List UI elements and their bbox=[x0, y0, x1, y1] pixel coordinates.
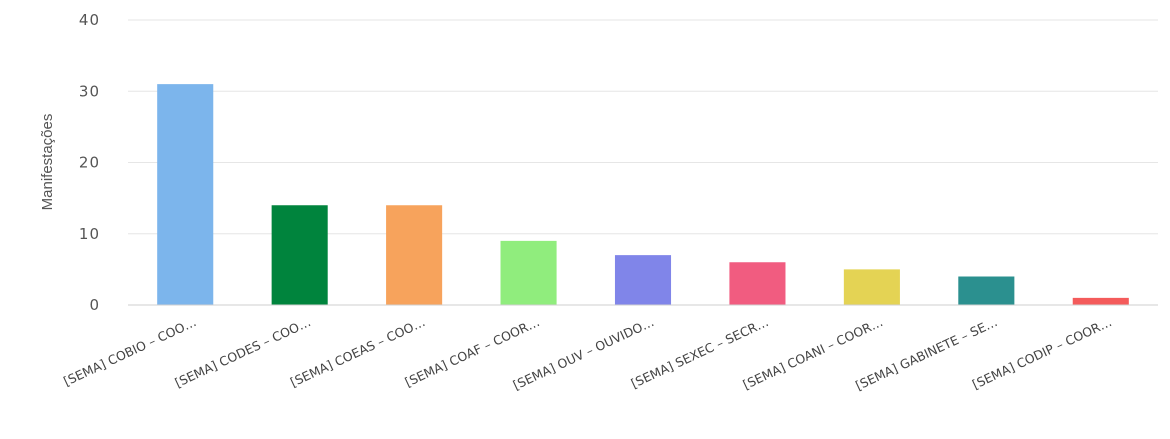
bar[interactable] bbox=[386, 205, 443, 305]
bar[interactable] bbox=[271, 205, 328, 305]
y-axis-ticks: 0 10 20 30 40 bbox=[79, 11, 100, 314]
bar[interactable] bbox=[614, 255, 672, 305]
bars bbox=[157, 84, 1129, 305]
y-tick-label: 40 bbox=[79, 11, 100, 29]
y-tick-label: 10 bbox=[79, 225, 100, 243]
y-tick-label: 0 bbox=[89, 296, 100, 314]
y-tick-label: 20 bbox=[79, 154, 100, 172]
bar[interactable] bbox=[157, 84, 214, 305]
bar[interactable] bbox=[1072, 297, 1129, 305]
bar[interactable] bbox=[958, 276, 1015, 306]
bar[interactable] bbox=[500, 240, 557, 305]
y-axis-label: Manifestações bbox=[39, 114, 56, 211]
grid-lines bbox=[128, 19, 1158, 235]
bar[interactable] bbox=[729, 262, 786, 305]
y-tick-label: 30 bbox=[79, 82, 100, 100]
x-axis-category-labels: [SEMA] COBIO – COO…[SEMA] CODES – COO…[S… bbox=[61, 314, 1114, 393]
bar[interactable] bbox=[843, 269, 900, 305]
